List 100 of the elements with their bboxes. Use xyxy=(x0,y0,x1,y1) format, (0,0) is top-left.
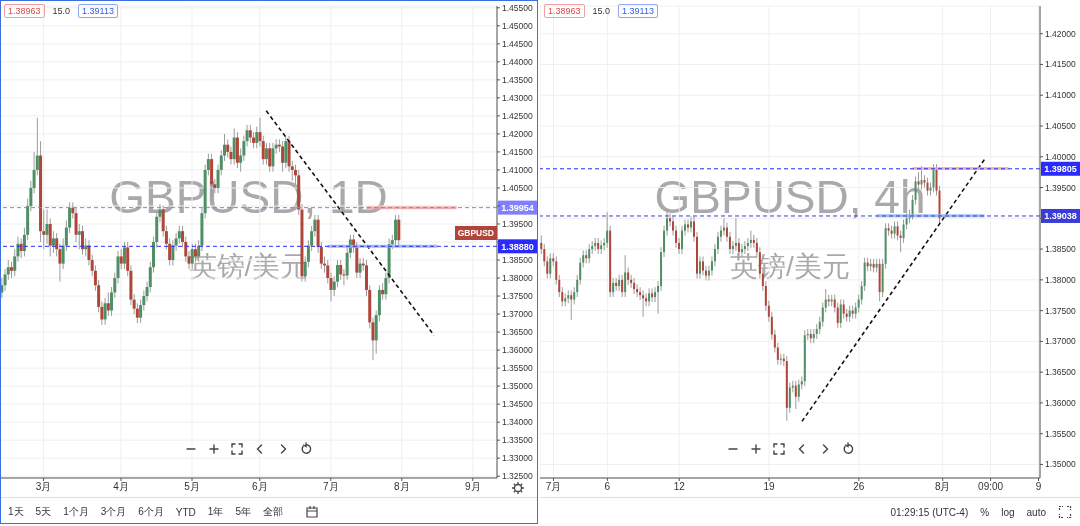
y-tick-label: 1.41500 xyxy=(1045,59,1076,70)
text: 01:29:15 (UTC-4) xyxy=(890,506,969,518)
y-tick-label: 1.34000 xyxy=(502,417,533,428)
x-tick-label: 8月 xyxy=(934,481,951,493)
candlestick xyxy=(839,299,842,329)
annotation: 15.0 xyxy=(591,5,612,18)
candlestick xyxy=(51,230,55,254)
text: 5天 xyxy=(35,505,52,519)
y-tick-label: 1.35000 xyxy=(502,381,533,392)
candlestick xyxy=(932,163,935,193)
x-tick-label: 3月 xyxy=(35,481,52,493)
candlestick xyxy=(651,287,654,303)
candlestick xyxy=(339,259,343,281)
candlestick xyxy=(122,241,126,270)
text: log xyxy=(1001,506,1015,518)
y-tick-label: 1.36500 xyxy=(1045,367,1076,378)
y-tick-label: 1.35500 xyxy=(502,363,533,374)
y-tick-label: 1.43000 xyxy=(502,92,533,103)
candlestick xyxy=(797,379,800,403)
ref-line-label: 1.39954 xyxy=(501,203,534,214)
candlestick xyxy=(570,289,573,321)
y-tick-label: 1.32500 xyxy=(502,471,533,482)
candlestick xyxy=(836,302,839,329)
y-tick-label: 1.40500 xyxy=(1045,121,1076,132)
text: 1个月 xyxy=(63,505,89,519)
y-tick-label: 1.39500 xyxy=(1045,182,1076,193)
candlestick xyxy=(397,214,401,247)
annotation: 1.39113 xyxy=(78,4,118,18)
candlestick xyxy=(284,135,288,169)
y-tick-label: 1.44000 xyxy=(502,56,533,67)
x-tick-label: 4月 xyxy=(113,481,129,493)
candlestick xyxy=(779,353,782,366)
y-tick-label: 1.36000 xyxy=(1045,397,1076,408)
candlestick xyxy=(81,225,84,256)
y-tick-label: 1.35500 xyxy=(1045,428,1076,439)
y-tick-label: 1.45000 xyxy=(502,20,533,31)
text: 5年 xyxy=(235,505,251,519)
y-tick-label: 1.41500 xyxy=(502,146,533,157)
x-tick-label: 7月 xyxy=(545,481,562,493)
y-tick-label: 1.37000 xyxy=(1045,336,1076,347)
candlestick xyxy=(77,223,81,250)
y-tick-label: 1.42500 xyxy=(502,110,533,121)
y-tick-label: 1.38000 xyxy=(502,273,533,284)
y-tick-label: 1.33500 xyxy=(502,435,533,446)
x-tick-label: 6 xyxy=(604,481,611,493)
x-tick-label: 19 xyxy=(763,481,776,493)
candlestick xyxy=(232,128,236,166)
ref-line-label: 1.39038 xyxy=(1044,211,1077,222)
candlestick xyxy=(358,257,362,279)
candlestick xyxy=(788,382,791,414)
candlestick xyxy=(119,248,123,270)
x-tick-label: 7月 xyxy=(323,481,339,493)
y-tick-label: 1.33000 xyxy=(502,453,533,464)
candlestick xyxy=(648,287,651,307)
text: 1年 xyxy=(207,505,224,519)
candlestick xyxy=(606,211,609,249)
candlestick xyxy=(687,219,690,233)
candlestick xyxy=(281,140,285,173)
candlestick xyxy=(394,214,398,247)
y-tick-label: 1.41000 xyxy=(1045,90,1076,101)
y-tick-label: 1.37500 xyxy=(502,291,533,302)
candlestick xyxy=(248,124,252,144)
x-tick-label: 6月 xyxy=(252,481,268,493)
y-tick-label: 1.37500 xyxy=(1045,305,1076,316)
y-tick-label: 1.37000 xyxy=(502,309,533,320)
x-tick-label: 26 xyxy=(853,481,865,493)
y-tick-label: 1.44500 xyxy=(502,38,533,49)
candlestick xyxy=(633,277,636,295)
candlestick xyxy=(264,142,268,166)
text: YTD xyxy=(175,506,196,518)
y-tick-label: 1.34500 xyxy=(502,399,533,410)
text: 6个月 xyxy=(138,505,164,519)
text: % xyxy=(980,506,990,518)
candlestick xyxy=(642,289,645,318)
ref-line-label: 1.38880 xyxy=(501,241,534,252)
candlestick xyxy=(271,142,275,173)
y-tick-label: 1.42000 xyxy=(502,128,533,139)
y-tick-label: 1.38500 xyxy=(1045,244,1076,255)
y-tick-label: 1.45500 xyxy=(502,2,533,13)
x-tick-label: 9月 xyxy=(465,481,481,493)
annotation: GBPUSD xyxy=(454,226,497,241)
y-tick-label: 1.39500 xyxy=(502,219,533,229)
text: 全部 xyxy=(262,505,283,519)
annotation: 1.38963 xyxy=(544,4,585,18)
x-tick-label: 9 xyxy=(1035,481,1042,493)
annotation: 15.0 xyxy=(51,5,72,18)
x-tick-label: 5月 xyxy=(184,481,200,493)
y-tick-label: 1.38500 xyxy=(502,255,533,266)
x-tick-label: 09:00 xyxy=(978,481,1004,493)
y-tick-label: 1.40000 xyxy=(1045,151,1076,162)
candlestick xyxy=(624,254,627,298)
candlestick xyxy=(701,255,704,277)
x-tick-label: 12 xyxy=(673,481,686,493)
y-tick-label: 1.41000 xyxy=(502,164,533,175)
candlestick xyxy=(588,243,591,264)
candlestick xyxy=(19,237,23,259)
y-tick-label: 1.36500 xyxy=(502,327,533,338)
text: auto xyxy=(1026,506,1046,518)
candlestick xyxy=(612,277,615,298)
text: 3个月 xyxy=(100,505,127,519)
